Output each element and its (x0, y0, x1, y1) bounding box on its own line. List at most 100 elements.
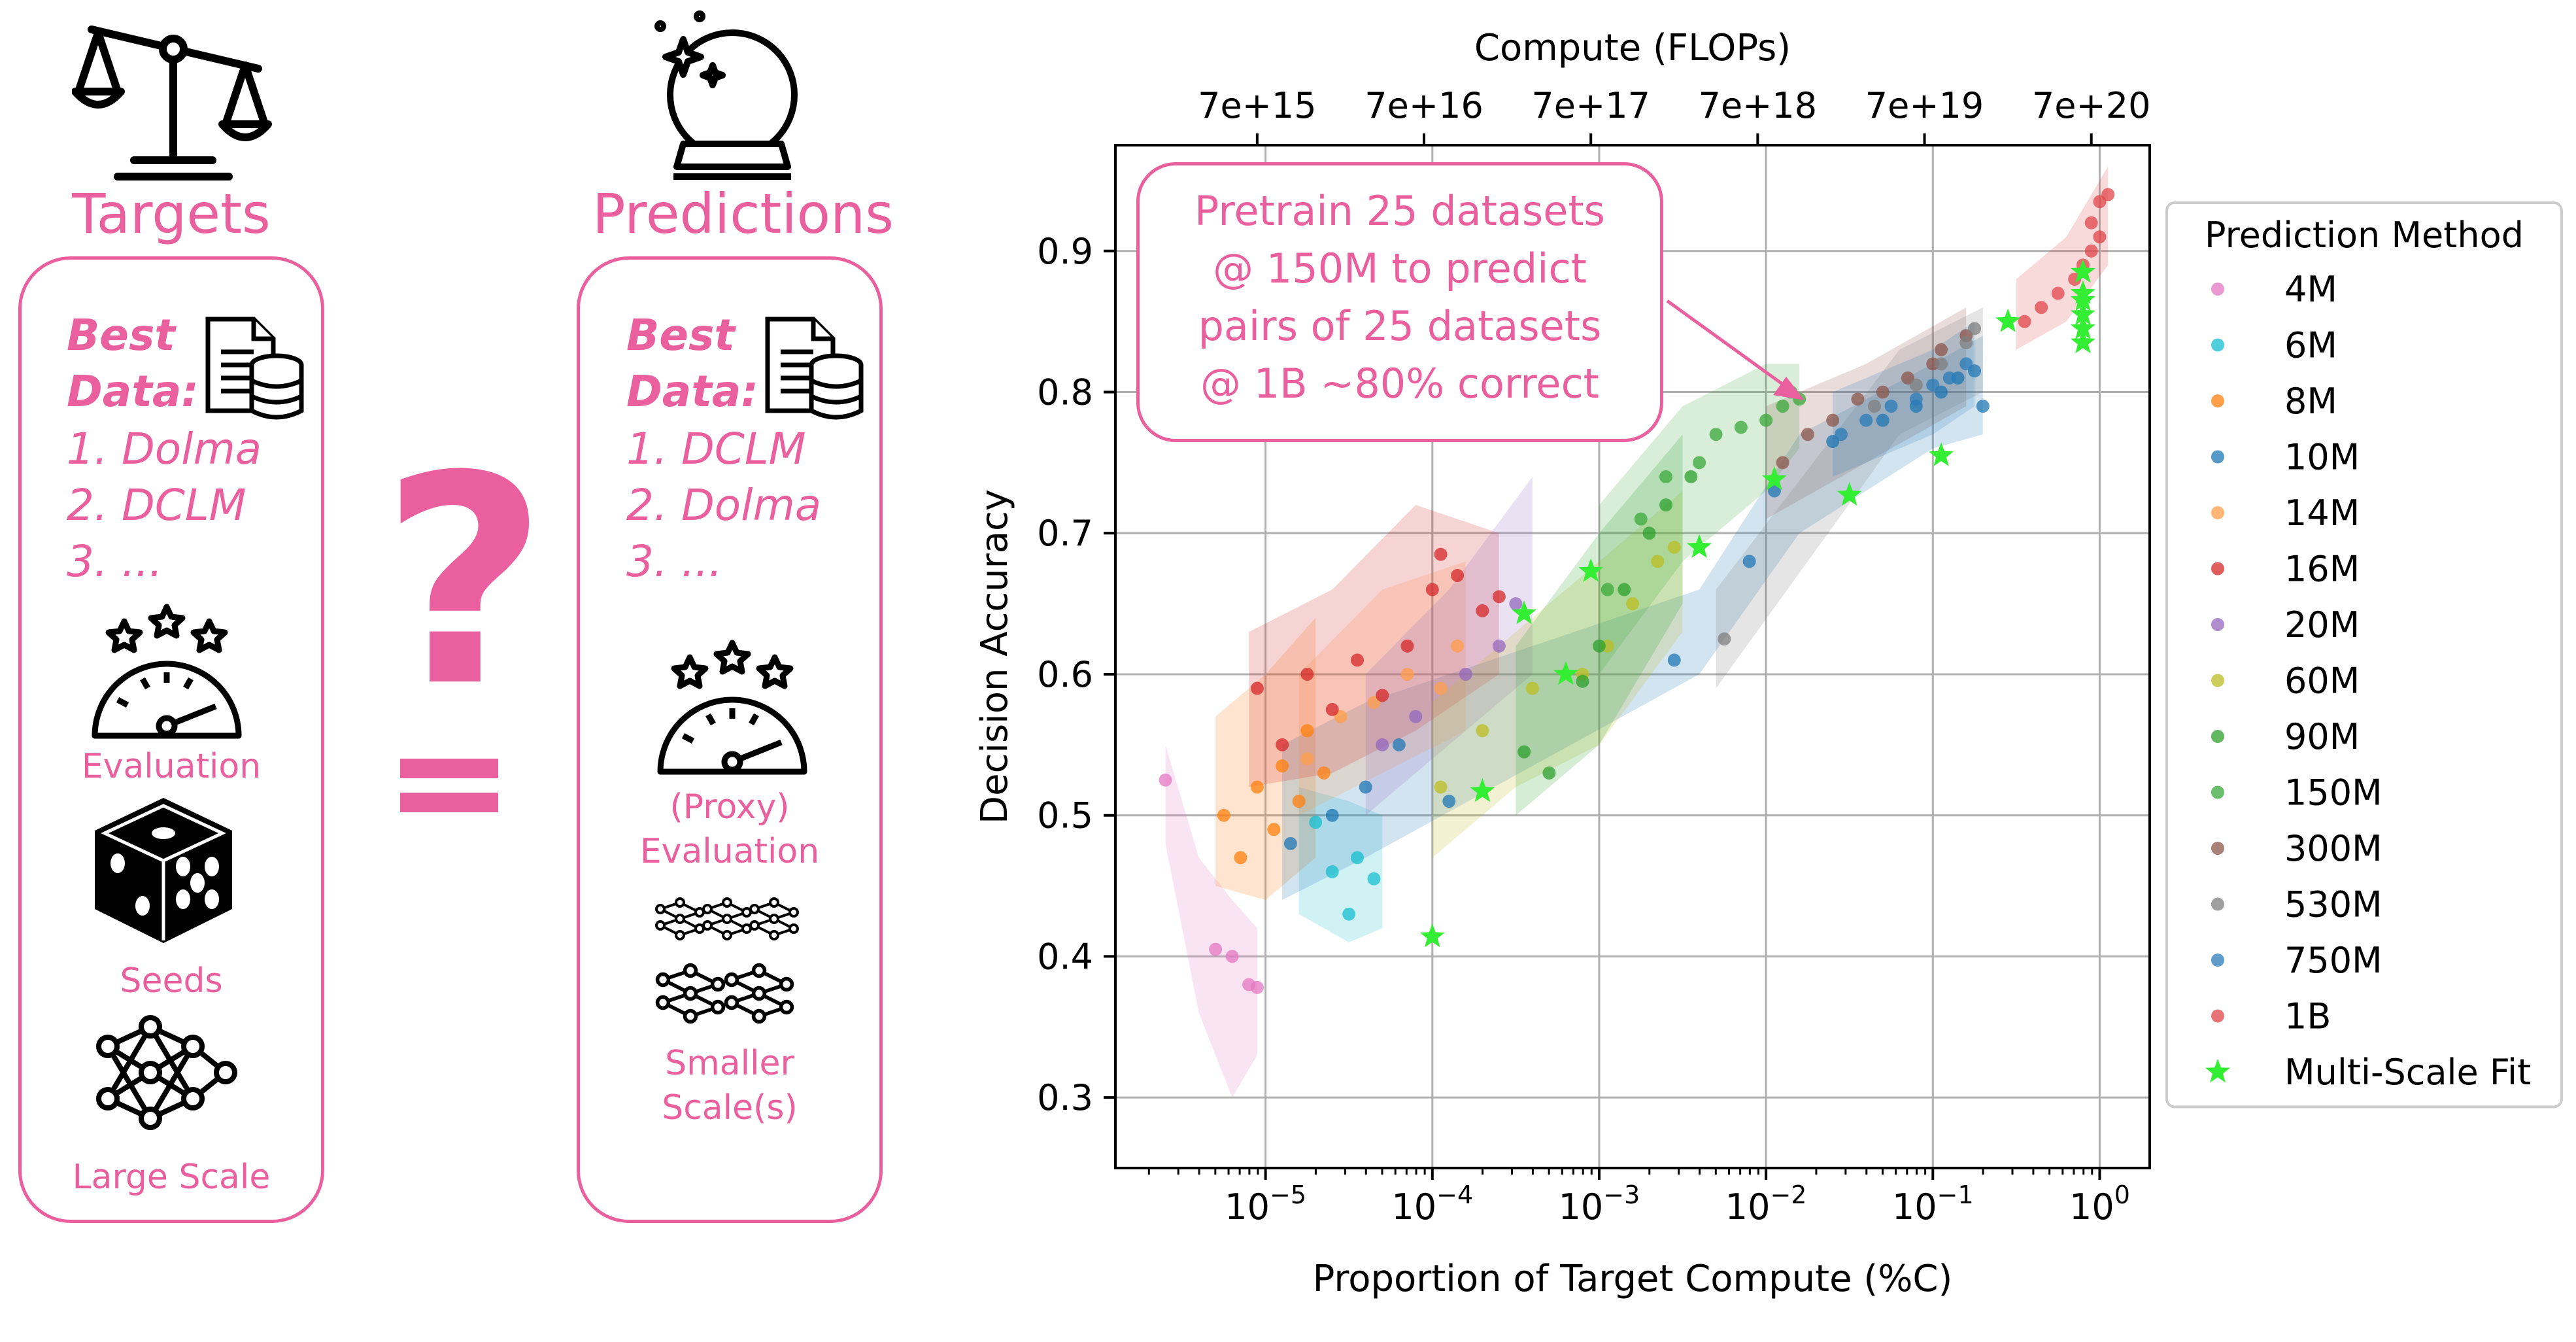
point-300M (1876, 385, 1890, 399)
point-150M (1709, 428, 1723, 441)
x-tick-label: 10−2 (1725, 1180, 1807, 1228)
x-tick-label: 10−4 (1391, 1180, 1473, 1228)
targets-title: Targets (72, 182, 271, 246)
x-tick-label: 100 (2069, 1180, 2130, 1228)
balance-scale-icon (72, 26, 272, 181)
band-20M (1365, 476, 1533, 816)
point-8M (1292, 795, 1306, 808)
multi-scale-fit-star (1419, 923, 1445, 948)
point-90M (1642, 526, 1656, 540)
point-16M (1434, 547, 1448, 561)
legend-marker-530M (2211, 897, 2224, 911)
point-90M (1542, 766, 1556, 780)
point-16M (1325, 702, 1339, 716)
point-530M (1909, 378, 1923, 392)
predictions-rank-1: 1. DCLM (626, 424, 806, 474)
band-16M (1249, 505, 1499, 787)
y-axis-label: Decision Accuracy (974, 489, 1016, 824)
point-14M (1434, 681, 1448, 695)
point-8M (1217, 808, 1230, 822)
point-20M (1459, 667, 1472, 681)
point-20M (1376, 738, 1389, 751)
top-axis-label: Compute (FLOPs) (1474, 27, 1791, 69)
band-300M (1766, 307, 1967, 519)
point-4M (1225, 950, 1239, 963)
multi-scale-fit-star (1995, 308, 2021, 332)
point-150M (1693, 456, 1706, 470)
legend-marker-14M (2211, 506, 2224, 519)
point-90M (1618, 583, 1631, 596)
point-90M (1659, 498, 1673, 512)
point-750M (1859, 413, 1873, 427)
question-mark: ? (381, 415, 548, 749)
point-60M (1434, 780, 1448, 794)
targets-card (18, 256, 324, 1223)
legend-marker-1B (2211, 1009, 2224, 1023)
point-16M (1276, 738, 1289, 751)
legend-label-multi-scale-fit: Multi-Scale Fit (2284, 1052, 2531, 1093)
point-16M (1492, 590, 1506, 604)
plot-frame (1114, 144, 2151, 1169)
point-300M (1776, 456, 1789, 470)
evaluation-gauge-icon (92, 604, 242, 739)
legend-marker-150M (2211, 785, 2224, 799)
point-1B (2101, 188, 2115, 201)
legend-label-750M: 750M (2284, 940, 2382, 981)
point-300M (1826, 413, 1840, 427)
point-750M (1834, 428, 1848, 441)
point-6M (1309, 816, 1323, 829)
multi-scale-fit-star (1761, 466, 1787, 490)
point-530M (1935, 357, 1948, 371)
predictions-scale-label-2: Scale(s) (662, 1088, 798, 1127)
point-150M (1601, 583, 1614, 596)
legend-label-16M: 16M (2284, 549, 2360, 590)
x-tick-label: 10−3 (1559, 1180, 1640, 1228)
top-tick-label: 7e+20 (2032, 85, 2151, 126)
targets-rank-1: 1. Dolma (67, 424, 262, 474)
point-1B (2084, 216, 2098, 230)
point-750M (1884, 400, 1898, 413)
point-10M (1742, 555, 1756, 568)
band-60M (1432, 490, 1683, 858)
multi-scale-fit-star (1929, 442, 1954, 466)
point-530M (1867, 400, 1881, 413)
multi-scale-fit-star (2070, 301, 2095, 325)
band-4M (1165, 744, 1257, 1098)
legend-label-530M: 530M (2284, 884, 2382, 925)
point-6M (1350, 851, 1364, 865)
band-150M (1599, 364, 1800, 674)
point-10M (1667, 653, 1681, 667)
point-530M (1718, 632, 1731, 646)
legend-marker-90M (2211, 730, 2224, 743)
predictions-rank-3: 3. ... (626, 536, 722, 587)
data-document-icon (205, 317, 304, 420)
legend-label-4M: 4M (2284, 269, 2337, 310)
point-6M (1325, 865, 1339, 878)
legend-label-20M: 20M (2284, 604, 2360, 645)
legend-marker-16M (2211, 562, 2224, 576)
legend-frame (2165, 201, 2563, 1109)
point-4M (1250, 980, 1264, 994)
predictions-evaluation-label-2: Evaluation (639, 832, 820, 871)
multi-scale-fit-star (1553, 661, 1578, 685)
point-150M (1659, 470, 1673, 483)
legend-marker-8M (2211, 394, 2224, 407)
predictions-data-label: Data: (626, 366, 758, 417)
equals-bar-bottom (400, 793, 498, 812)
targets-rank-2: 2. DCLM (67, 480, 246, 530)
legend-label-14M: 14M (2284, 492, 2360, 534)
point-20M (1492, 639, 1506, 653)
point-10M (1442, 795, 1456, 808)
annotation-arrow (1666, 299, 1786, 388)
point-750M (1959, 357, 1973, 371)
point-750M (1926, 378, 1940, 392)
annotation-line-1: Pretrain 25 datasets (1195, 187, 1605, 235)
legend-marker-20M (2211, 618, 2224, 631)
y-tick-label: 0.9 (1037, 231, 1093, 272)
crystal-ball-icon (654, 10, 798, 180)
point-10M (1767, 484, 1781, 498)
point-300M (1801, 428, 1814, 441)
legend-label-1B: 1B (2284, 996, 2331, 1037)
multi-scale-fit-star (1512, 600, 1537, 625)
band-14M (1298, 561, 1466, 816)
